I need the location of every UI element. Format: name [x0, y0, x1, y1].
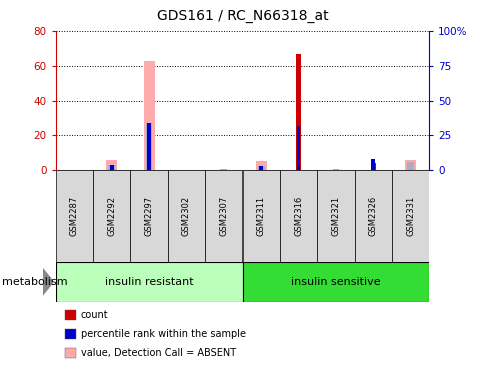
- Bar: [147, 123, 151, 170]
- Text: GSM2287: GSM2287: [70, 196, 79, 236]
- Text: GSM2311: GSM2311: [256, 196, 265, 236]
- Bar: [93, 170, 130, 262]
- Bar: [296, 126, 300, 170]
- Bar: [205, 170, 242, 262]
- Text: GSM2331: GSM2331: [405, 196, 414, 236]
- Bar: [143, 61, 154, 170]
- Text: GDS161 / RC_N66318_at: GDS161 / RC_N66318_at: [156, 9, 328, 23]
- Bar: [332, 169, 338, 170]
- Bar: [404, 160, 415, 170]
- Bar: [371, 159, 374, 170]
- Text: insulin sensitive: insulin sensitive: [290, 277, 380, 287]
- Text: GSM2302: GSM2302: [182, 196, 191, 236]
- Bar: [317, 170, 354, 262]
- Bar: [279, 170, 317, 262]
- Bar: [106, 160, 117, 170]
- Bar: [130, 170, 167, 262]
- Text: GSM2297: GSM2297: [144, 196, 153, 236]
- Text: GSM2307: GSM2307: [219, 196, 228, 236]
- Bar: [242, 262, 428, 302]
- Bar: [220, 169, 227, 170]
- Text: GSM2292: GSM2292: [107, 196, 116, 236]
- Text: value, Detection Call = ABSENT: value, Detection Call = ABSENT: [81, 348, 236, 358]
- Bar: [370, 163, 375, 170]
- Bar: [110, 165, 113, 170]
- Bar: [242, 170, 279, 262]
- Bar: [257, 166, 264, 170]
- Text: GSM2326: GSM2326: [368, 196, 377, 236]
- Bar: [108, 165, 115, 170]
- Bar: [167, 170, 205, 262]
- Bar: [146, 123, 152, 170]
- Bar: [56, 170, 93, 262]
- Bar: [56, 262, 242, 302]
- Bar: [391, 170, 428, 262]
- Polygon shape: [43, 269, 53, 295]
- Text: metabolism: metabolism: [2, 277, 68, 287]
- Bar: [354, 170, 391, 262]
- Text: insulin resistant: insulin resistant: [105, 277, 193, 287]
- Bar: [407, 162, 413, 170]
- Bar: [295, 54, 301, 170]
- Text: GSM2316: GSM2316: [293, 196, 302, 236]
- Bar: [259, 166, 262, 170]
- Text: count: count: [81, 310, 108, 320]
- Text: GSM2321: GSM2321: [331, 196, 340, 236]
- Text: percentile rank within the sample: percentile rank within the sample: [81, 329, 245, 339]
- Bar: [255, 161, 266, 170]
